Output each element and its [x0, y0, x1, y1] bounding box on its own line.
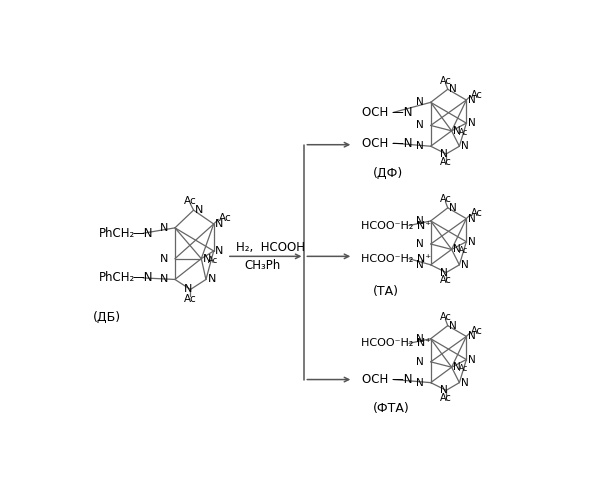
Text: N: N	[468, 332, 476, 342]
Text: N: N	[468, 95, 476, 105]
Text: (ДФ): (ДФ)	[373, 166, 403, 179]
Text: Ac: Ac	[184, 294, 197, 304]
Text: Ac: Ac	[471, 90, 483, 100]
Text: N: N	[203, 254, 211, 264]
Text: N: N	[416, 239, 424, 249]
Text: Ac: Ac	[459, 128, 468, 137]
Text: PhCH₂: PhCH₂	[99, 272, 135, 284]
Text: N: N	[215, 219, 224, 229]
Text: N: N	[416, 378, 424, 388]
Text: H₂,  HCOOH: H₂, HCOOH	[236, 242, 305, 254]
Text: N: N	[453, 244, 461, 254]
Text: —N: —N	[132, 227, 153, 240]
Text: Ac: Ac	[441, 393, 452, 403]
Text: N: N	[207, 274, 216, 284]
Text: (ФТА): (ФТА)	[373, 402, 409, 415]
Text: HCOO⁻H₂ N⁺: HCOO⁻H₂ N⁺	[361, 338, 431, 348]
Text: N: N	[416, 260, 424, 270]
Text: (ДБ): (ДБ)	[93, 312, 121, 324]
Text: N: N	[461, 260, 468, 270]
Text: N: N	[440, 386, 448, 396]
Text: N: N	[453, 126, 461, 136]
Text: N: N	[468, 214, 476, 224]
Text: N: N	[159, 223, 168, 233]
Text: N: N	[461, 378, 468, 388]
Text: N: N	[416, 357, 424, 367]
Text: N: N	[184, 284, 192, 294]
Text: CH₃Ph: CH₃Ph	[245, 259, 281, 272]
Text: N: N	[195, 205, 204, 215]
Text: N: N	[416, 216, 424, 226]
Text: N: N	[449, 84, 457, 94]
Text: N: N	[416, 141, 424, 151]
Text: HCOO⁻H₂ N⁺: HCOO⁻H₂ N⁺	[361, 254, 431, 264]
Text: Ac: Ac	[439, 194, 451, 204]
Text: OCH —N: OCH —N	[362, 106, 413, 119]
Text: Ac: Ac	[459, 246, 468, 256]
Text: N: N	[159, 274, 168, 284]
Text: N: N	[440, 268, 448, 278]
Text: N: N	[449, 320, 457, 330]
Text: N: N	[159, 254, 168, 264]
Text: Ac: Ac	[439, 312, 451, 322]
Text: N: N	[468, 236, 476, 246]
Text: Ac: Ac	[441, 275, 452, 285]
Text: (ТА): (ТА)	[373, 284, 399, 298]
Text: N: N	[416, 98, 424, 108]
Text: N: N	[416, 120, 424, 130]
Text: OCH —N: OCH —N	[362, 373, 413, 386]
Text: N: N	[461, 141, 468, 151]
Text: Ac: Ac	[219, 213, 232, 223]
Text: N: N	[416, 334, 424, 344]
Text: PhCH₂: PhCH₂	[99, 227, 135, 240]
Text: N: N	[215, 246, 224, 256]
Text: Ac: Ac	[459, 364, 468, 374]
Text: —N: —N	[132, 272, 153, 284]
Text: Ac: Ac	[471, 326, 483, 336]
Text: HCOO⁻H₂ N⁺: HCOO⁻H₂ N⁺	[361, 220, 431, 230]
Text: Ac: Ac	[441, 156, 452, 166]
Text: Ac: Ac	[184, 196, 197, 206]
Text: Ac: Ac	[471, 208, 483, 218]
Text: N: N	[440, 149, 448, 159]
Text: N: N	[468, 118, 476, 128]
Text: Ac: Ac	[439, 76, 451, 86]
Text: OCH —N: OCH —N	[362, 136, 413, 149]
Text: N: N	[449, 203, 457, 213]
Text: Ac: Ac	[208, 256, 219, 264]
Text: N: N	[453, 362, 461, 372]
Text: N: N	[468, 354, 476, 364]
